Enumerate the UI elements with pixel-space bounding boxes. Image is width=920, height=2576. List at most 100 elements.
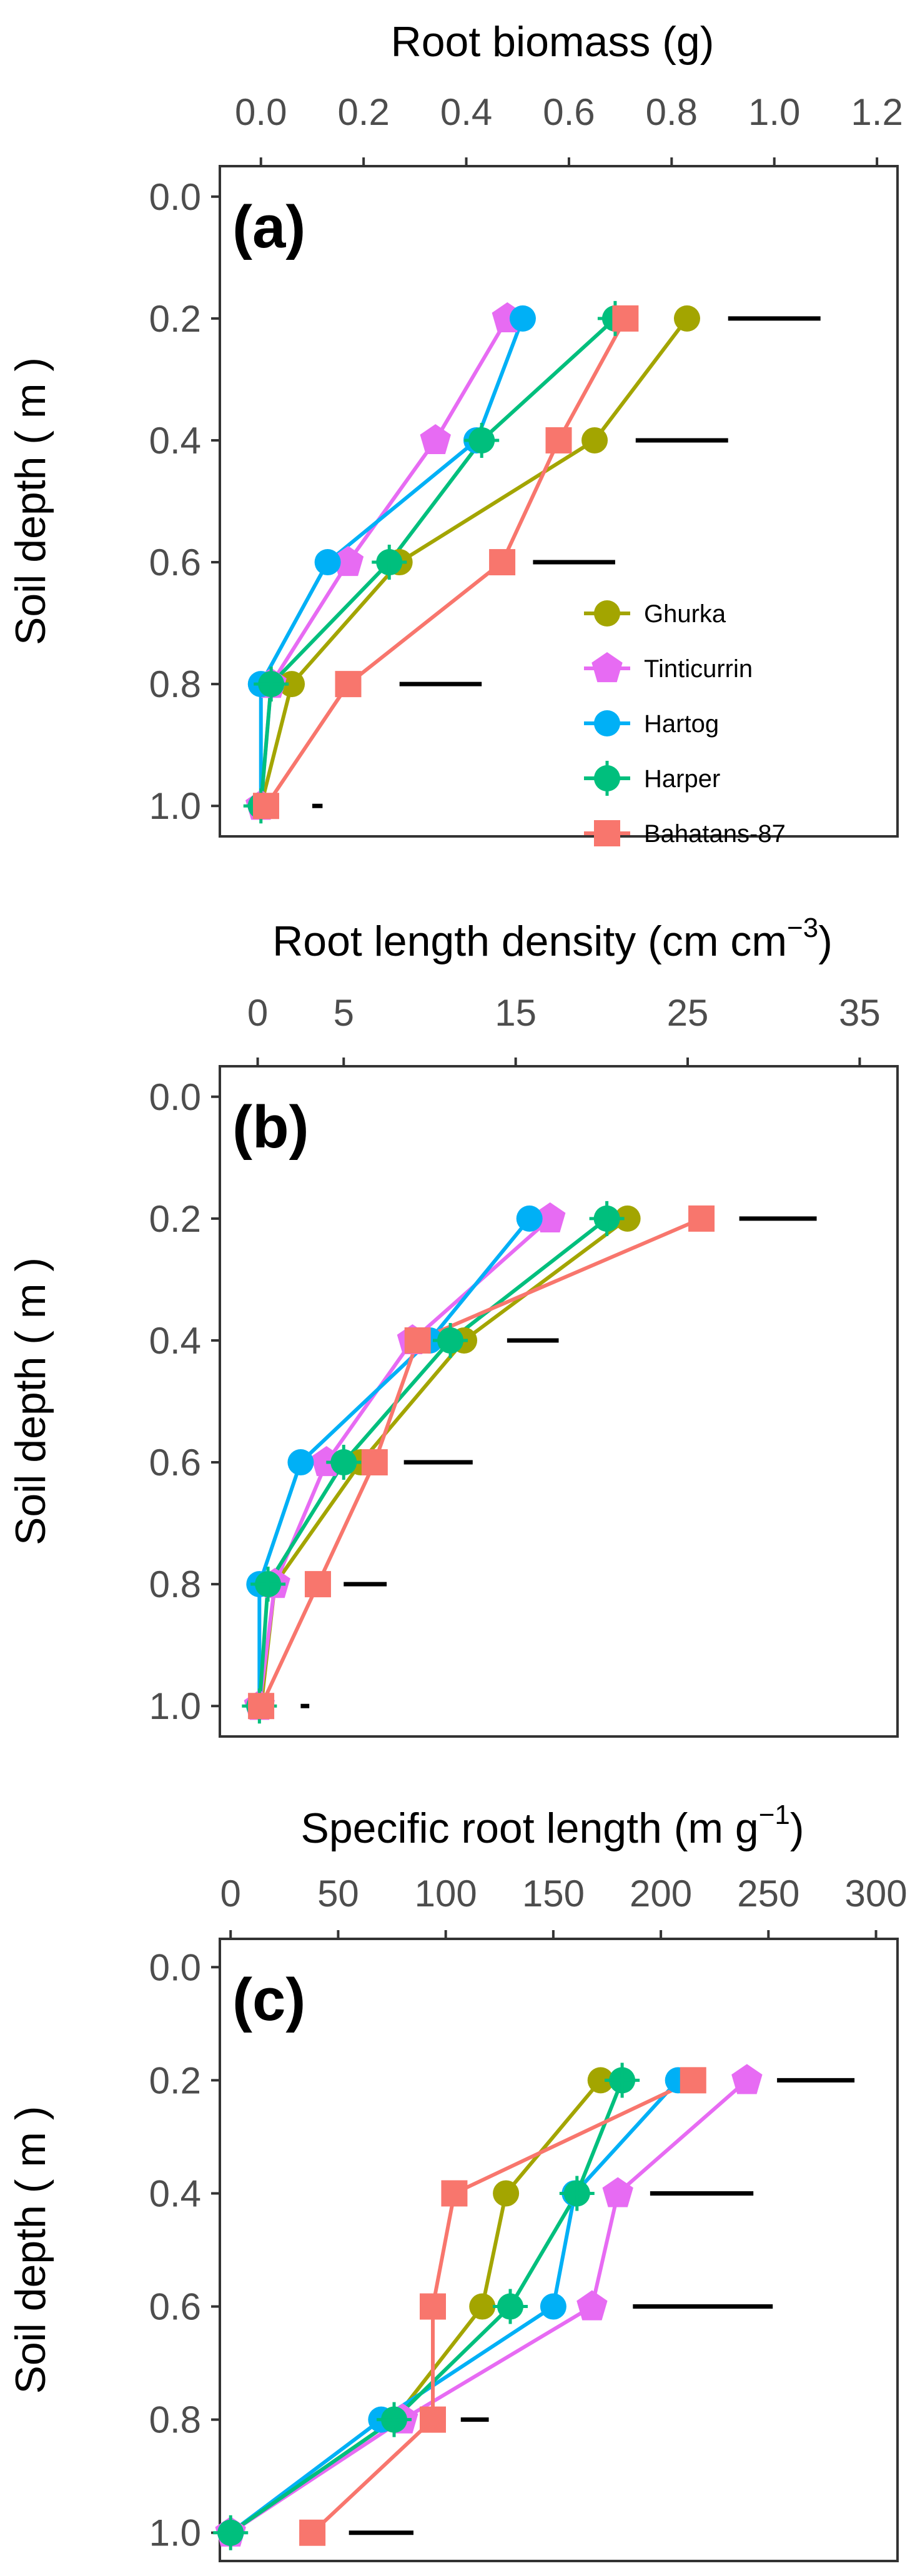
y-tick-label: 0.4 <box>149 420 201 462</box>
y-tick-label: 0.6 <box>149 2286 201 2328</box>
legend-label-hartog: Hartog <box>644 710 719 738</box>
data-point-tinticurrin <box>576 2290 608 2321</box>
x-axis-title: Specific root length (m g−1) <box>300 1800 804 1852</box>
y-tick-label: 0.0 <box>149 1946 201 1988</box>
y-tick-label: 1.0 <box>149 2512 201 2554</box>
x-tick-label: 15 <box>495 992 537 1034</box>
y-tick-label: 0.2 <box>149 298 201 340</box>
legend-label-harper: Harper <box>644 765 720 793</box>
data-point-harper-cross <box>493 2289 528 2324</box>
x-tick-label: 0.2 <box>337 91 389 133</box>
plot-frame <box>219 1065 899 1738</box>
data-point-hartog <box>509 305 536 332</box>
data-point-bahatans-87 <box>299 2519 326 2546</box>
panel-label: (a) <box>232 194 305 260</box>
data-point-harper-cross <box>433 1322 468 1358</box>
data-point-bahatans-87 <box>304 1571 331 1598</box>
data-point-tinticurrin <box>731 2064 763 2094</box>
x-axis-title-tail: ) <box>790 1805 804 1852</box>
x-tick-label: 5 <box>334 992 354 1034</box>
x-tick-label: 25 <box>667 992 709 1034</box>
data-point-hartog <box>287 1449 314 1476</box>
data-point-bahatans-87 <box>361 1449 388 1476</box>
x-axis-title-sup: −3 <box>787 913 818 943</box>
x-axis-title: Root length density (cm cm−3) <box>272 913 833 965</box>
data-point-bahatans-87 <box>545 427 572 453</box>
y-axis-title: Soil depth ( m ) <box>7 1257 54 1545</box>
x-tick-label: 50 <box>317 1873 359 1915</box>
data-point-bahatans-87 <box>688 1205 715 1232</box>
data-point-bahatans-87 <box>441 2180 468 2207</box>
y-axis-title: Soil depth ( m ) <box>7 357 54 645</box>
data-point-harper-cross <box>254 666 289 702</box>
panel-label: (c) <box>232 1966 305 2033</box>
x-tick-label: 0.4 <box>440 91 492 133</box>
x-tick-label: 1.2 <box>851 91 903 133</box>
y-tick-label: 1.0 <box>149 1685 201 1727</box>
data-point-ghurka <box>614 1205 641 1232</box>
legend-key-bahatans-87 <box>594 820 620 846</box>
plot-frame <box>219 165 899 838</box>
data-point-tinticurrin <box>602 2177 633 2207</box>
data-point-ghurka <box>673 305 700 332</box>
legend-key-tinticurrin <box>591 652 623 683</box>
y-tick-label: 0.0 <box>149 176 201 218</box>
data-point-bahatans-87 <box>248 1693 275 1720</box>
y-tick-label: 1.0 <box>149 785 201 827</box>
data-point-harper-cross <box>213 2515 249 2550</box>
y-tick-label: 0.8 <box>149 663 201 705</box>
y-axis-title: Soil depth ( m ) <box>7 2106 54 2394</box>
data-point-harper-cross <box>605 2063 640 2098</box>
data-point-tinticurrin <box>332 546 364 577</box>
data-point-bahatans-87 <box>420 2293 446 2320</box>
x-tick-label: 0.0 <box>235 91 287 133</box>
panel-a: Root biomass (g) 0.0 0.2 0.4 0.6 0.8 1.0 1.2 0.0… <box>7 18 903 848</box>
data-point-tinticurrin <box>420 424 451 455</box>
x-tick-label: 300 <box>845 1873 908 1915</box>
data-point-tinticurrin <box>535 1202 566 1232</box>
data-point-bahatans-87 <box>404 1327 431 1354</box>
legend-label-ghurka: Ghurka <box>644 600 726 628</box>
panel-label: (b) <box>232 1094 309 1161</box>
data-point-ghurka <box>469 2293 496 2320</box>
data-point-ghurka <box>581 427 608 453</box>
data-point-bahatans-87 <box>335 671 362 698</box>
y-tick-label: 0.8 <box>149 1563 201 1605</box>
panel-c: Specific root length (m g−1) 0 50 100 150 200… <box>7 1800 908 2562</box>
y-tick-label: 0.6 <box>149 1442 201 1484</box>
y-tick-label: 0.2 <box>149 2059 201 2101</box>
legend-key-ghurka <box>594 600 620 627</box>
data-point-hartog <box>540 2293 566 2320</box>
x-tick-label: 1.0 <box>748 91 800 133</box>
data-point-bahatans-87 <box>680 2067 706 2094</box>
data-point-harper-cross <box>377 2402 412 2437</box>
x-tick-label: 0 <box>220 1873 241 1915</box>
x-axis-title-tail: ) <box>818 918 833 965</box>
x-tick-label: 35 <box>839 992 881 1034</box>
panel-b: Root length density (cm cm−3)0 5 15 25 35 0.0… <box>7 913 899 1738</box>
y-tick-label: 0.2 <box>149 1198 201 1240</box>
x-tick-label: 250 <box>737 1873 799 1915</box>
legend-key-harper-cross <box>590 761 625 796</box>
data-point-harper-cross <box>326 1445 362 1480</box>
legend-key-hartog <box>594 710 620 736</box>
x-tick-label: 0.6 <box>543 91 595 133</box>
x-tick-label: 100 <box>415 1873 477 1915</box>
data-point-bahatans-87 <box>420 2406 446 2433</box>
data-point-hartog <box>314 549 341 576</box>
x-axis-title: Root biomass (g) <box>391 18 715 66</box>
data-point-bahatans-87 <box>252 793 279 820</box>
data-point-harper-cross <box>250 1567 286 1602</box>
data-point-ghurka <box>587 2067 614 2094</box>
data-point-hartog <box>516 1205 543 1232</box>
y-tick-label: 0.8 <box>149 2399 201 2441</box>
data-point-harper-cross <box>372 545 407 580</box>
legend-label-bahatans-87: Bahatans-87 <box>644 820 786 848</box>
y-tick-label: 0.0 <box>149 1076 201 1118</box>
legend-label-tinticurrin: Tinticurrin <box>644 655 753 683</box>
y-tick-label: 0.4 <box>149 2172 201 2214</box>
data-point-harper-cross <box>559 2176 595 2211</box>
x-tick-label: 200 <box>630 1873 692 1915</box>
data-point-harper-cross <box>589 1201 625 1236</box>
